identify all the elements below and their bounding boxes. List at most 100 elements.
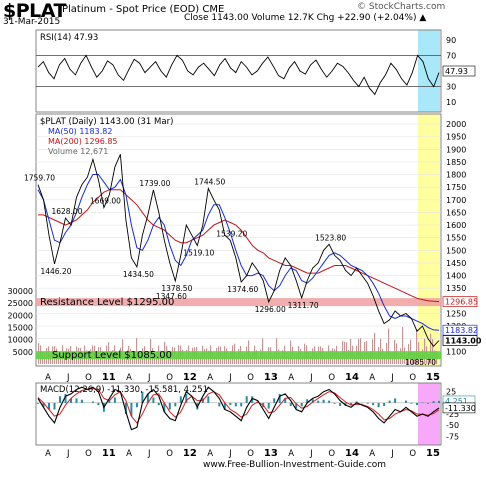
x-axis-label-bottom: J — [390, 449, 394, 459]
x-axis-label: A — [369, 373, 375, 383]
price-annotation: 1744.50 — [194, 178, 225, 187]
rsi-line — [37, 54, 440, 96]
price-tick-label: 1250 — [446, 309, 466, 318]
volume-bar — [236, 355, 238, 364]
x-axis-label: J — [309, 373, 313, 383]
volume-bar — [280, 355, 282, 364]
ma50-line — [37, 174, 440, 331]
quote-summary: Close 1143.00 Volume 12.7K Chg +22.90 (+… — [184, 13, 427, 23]
price-tick-label: 1900 — [446, 145, 466, 154]
volume-tick-label: 5000 — [13, 348, 33, 357]
price-annotation: 1523.80 — [315, 233, 346, 242]
volume-bar — [140, 355, 142, 364]
volume-bar — [250, 355, 252, 364]
price-title: $PLAT (Daily) 1143.00 (31 Mar) — [40, 117, 173, 127]
price-tick-label: 1800 — [446, 171, 466, 180]
volume-bar — [228, 355, 230, 364]
x-axis-label-bottom: O — [328, 449, 335, 459]
last-value-label: 1296.85 — [445, 298, 478, 307]
last-value-label: 1143.00 — [445, 337, 482, 346]
price-tick-label: 1550 — [446, 234, 466, 243]
x-axis-label: 15 — [426, 372, 440, 383]
x-axis-label: 12 — [183, 372, 197, 383]
x-axis-label-bottom: J — [228, 449, 232, 459]
macd-line — [37, 386, 440, 431]
volume-tick-label: 20000 — [8, 311, 33, 320]
rsi-panel-frame — [35, 29, 442, 113]
price-panel-frame — [35, 113, 442, 367]
x-axis-label: O — [409, 373, 416, 383]
macd-tick-label: 25 — [446, 388, 456, 397]
volume-bar — [170, 354, 172, 364]
last-value-box — [442, 296, 478, 307]
price-tick-label: 1450 — [446, 259, 466, 268]
x-axis-label: A — [45, 373, 51, 383]
volume-bar — [176, 355, 178, 364]
x-axis-label: J — [147, 373, 151, 383]
volume-bar — [258, 355, 260, 364]
volume-bar — [354, 355, 356, 364]
macd-value-box — [442, 402, 476, 414]
macd-highlight — [418, 383, 440, 445]
x-axis-label-bottom: J — [309, 449, 313, 459]
x-axis-label-bottom: O — [409, 449, 416, 459]
volume-bar — [430, 333, 432, 364]
legend-ma50: MA(50) 1183.82 — [48, 127, 112, 136]
macd-value-label: 4.251 — [445, 397, 468, 406]
x-axis-label: 13 — [264, 372, 278, 383]
legend-ma200: MA(200) 1296.85 — [48, 137, 118, 146]
x-axis-label: A — [126, 373, 132, 383]
price-tick-label: 1600 — [446, 221, 466, 230]
watermark: www.Free-Bullion-Investment-Guide.com — [203, 460, 386, 470]
x-axis-label-bottom: O — [247, 449, 254, 459]
price-annotation: 1434.50 — [123, 270, 154, 279]
volume-bar — [110, 355, 112, 364]
macd-panel: 250-25-50-75 MACD(12,26,9) -11.330, -15.… — [35, 382, 476, 446]
x-axis-label: O — [247, 373, 254, 383]
volume-bar — [402, 326, 404, 364]
rsi-value: 47.93 — [445, 67, 468, 76]
x-axis-label: A — [207, 373, 213, 383]
volume-bar — [428, 355, 430, 364]
price-annotation: 1628.00 — [51, 207, 82, 216]
price-tick-label: 1500 — [446, 246, 466, 255]
support-label: Support Level $1085.00 — [52, 350, 172, 361]
last-value-box — [442, 335, 478, 346]
price-annotation: 1347.60 — [156, 292, 187, 301]
macd-label: MACD(12,26,9) -11.330, -15.581, 4.251 — [40, 385, 208, 395]
volume-bar — [132, 355, 134, 364]
rsi-tick-label: 90 — [446, 36, 456, 45]
volume-bar — [416, 328, 418, 364]
x-axis-label-bottom: 15 — [426, 448, 440, 459]
macd-value-label: -11.330 — [445, 404, 476, 413]
volume-bar — [244, 354, 246, 364]
price-annotation: 1519.10 — [183, 248, 214, 257]
volume-bar — [96, 354, 98, 364]
price-panel: 5000 10000 15000 20000 25000 30000 Resistance… — [8, 113, 482, 367]
rsi-tick-label: 70 — [446, 51, 456, 60]
price-tick-label: 1750 — [446, 183, 466, 192]
legend-volume: Volume 12,671 — [48, 147, 108, 156]
volume-tick-label: 30000 — [8, 287, 33, 296]
volume-bar — [406, 354, 408, 364]
x-axis-label: 11 — [102, 372, 116, 383]
volume-bar — [376, 354, 378, 364]
volume-bar — [374, 332, 376, 364]
volume-bar — [302, 355, 304, 364]
volume-tick-label: 15000 — [8, 323, 33, 332]
x-axis-label-bottom: O — [166, 449, 173, 459]
volume-bar — [214, 355, 216, 364]
volume-bar — [288, 355, 290, 364]
price-annotation: 1374.60 — [227, 285, 258, 294]
volume-bar — [398, 354, 400, 364]
x-axis-label: 14 — [345, 372, 359, 383]
price-tick-label: 1400 — [446, 272, 466, 281]
volume-bar — [136, 338, 138, 364]
macd-panel-frame — [35, 382, 442, 446]
volume-bar — [388, 328, 390, 364]
volume-bar — [88, 355, 90, 364]
price-annotation: 1296.00 — [255, 305, 286, 314]
price-line — [37, 154, 440, 348]
x-axis-label: J — [228, 373, 232, 383]
